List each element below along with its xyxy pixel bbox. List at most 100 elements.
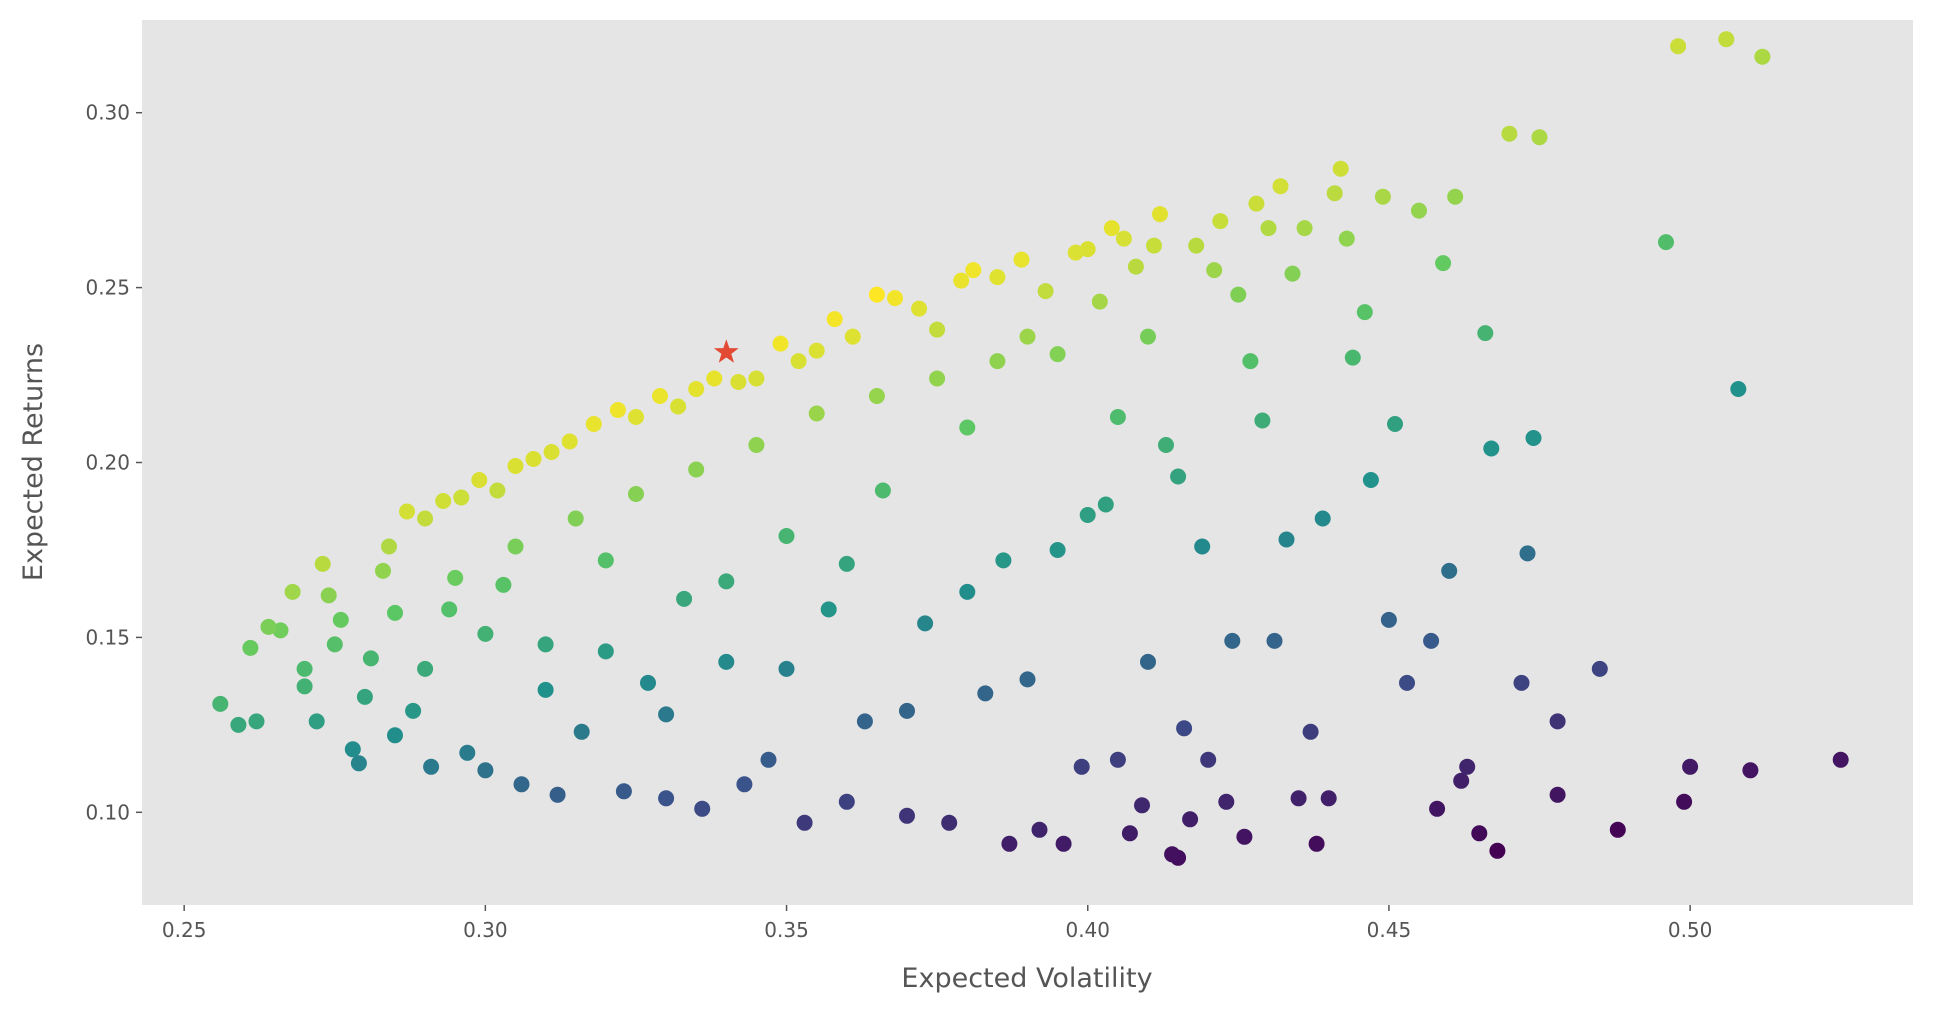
- scatter-point: [1374, 188, 1391, 205]
- scatter-point: [332, 611, 349, 628]
- scatter-point: [585, 416, 602, 432]
- scatter-point: [1399, 674, 1415, 691]
- scatter-point: [1067, 244, 1084, 261]
- scatter-point: [1073, 758, 1090, 775]
- scatter-point: [856, 713, 873, 730]
- scatter-point: [1326, 185, 1343, 202]
- scatter-point: [1134, 797, 1150, 814]
- scatter-point: [1091, 293, 1108, 310]
- scatter-point: [736, 776, 753, 793]
- scatter-point: [417, 510, 434, 527]
- scatter-point: [1254, 412, 1271, 429]
- scatter-point: [1609, 821, 1626, 838]
- scatter-point: [1200, 751, 1217, 768]
- scatter-point: [1489, 842, 1506, 859]
- x-tick-label: 0.35: [764, 918, 809, 942]
- scatter-point: [326, 636, 343, 653]
- scatter-point: [417, 660, 434, 677]
- scatter-point: [1525, 430, 1542, 446]
- star-marker: [713, 339, 739, 363]
- scatter-point: [887, 290, 903, 307]
- scatter-point: [1242, 353, 1259, 370]
- scatter-point: [1115, 230, 1132, 247]
- scatter-point: [1356, 304, 1373, 321]
- scatter-point: [1658, 234, 1674, 251]
- scatter-point: [1194, 538, 1211, 555]
- scatter-point: [350, 755, 367, 772]
- scatter-point: [561, 433, 578, 450]
- y-tick-label: 0.25: [85, 276, 130, 300]
- scatter-point: [1230, 286, 1247, 303]
- scatter-point: [874, 482, 891, 499]
- scatter-point: [772, 335, 789, 352]
- scatter-point: [1164, 846, 1181, 863]
- scatter-point: [387, 604, 403, 621]
- scatter-point: [658, 706, 675, 723]
- scatter-point: [525, 451, 542, 467]
- scatter-point: [1447, 188, 1464, 205]
- scatter-point: [1206, 262, 1223, 279]
- scatter-point: [344, 741, 361, 758]
- scatter-point: [1152, 206, 1168, 223]
- y-tick-label: 0.10: [85, 800, 130, 824]
- scatter-point: [1037, 283, 1054, 300]
- scatter-point: [513, 776, 530, 793]
- scatter-point: [1284, 265, 1301, 282]
- scatter-point: [1278, 531, 1295, 548]
- scatter-point: [868, 286, 885, 303]
- scatter-point: [760, 751, 777, 768]
- scatter-point: [941, 814, 958, 831]
- scatter-point: [995, 552, 1012, 569]
- y-axis-ticks: 0.10 0.15 0.20 0.25 0.30: [85, 101, 142, 824]
- scatter-point: [1188, 237, 1205, 254]
- scatter-point: [748, 437, 765, 453]
- scatter-point: [597, 643, 614, 660]
- scatter-point: [1176, 720, 1193, 737]
- x-tick-label: 0.45: [1367, 918, 1412, 942]
- scatter-point: [1302, 723, 1319, 740]
- optimal-portfolio-marker: [713, 339, 739, 363]
- scatter-point: [808, 405, 825, 422]
- scatter-point: [1248, 195, 1265, 212]
- scatter-point: [989, 353, 1006, 370]
- scatter-point: [1429, 800, 1446, 817]
- scatter-point: [1218, 793, 1235, 810]
- scatter-point: [1055, 835, 1072, 852]
- scatter-point: [989, 269, 1006, 286]
- scatter-point: [1676, 793, 1693, 810]
- scatter-point: [296, 660, 313, 677]
- scatter-point: [1212, 213, 1229, 230]
- scatter-point: [1109, 409, 1126, 425]
- y-tick-label: 0.30: [85, 101, 130, 125]
- scatter-point: [1411, 202, 1427, 219]
- scatter-point: [1344, 349, 1361, 366]
- scatter-point: [899, 807, 915, 824]
- scatter-point: [1477, 325, 1494, 342]
- scatter-point: [435, 493, 452, 509]
- scatter-point: [423, 758, 440, 775]
- scatter-point: [688, 461, 705, 478]
- scatter-point: [248, 713, 265, 730]
- scatter-point: [658, 790, 675, 807]
- y-axis-label: Expected Returns: [18, 343, 49, 581]
- scatter-point: [808, 342, 825, 359]
- scatter-point: [1531, 129, 1548, 146]
- scatter-point: [507, 538, 524, 555]
- scatter-point: [1127, 258, 1144, 275]
- scatter-point: [706, 370, 723, 387]
- scatter-point: [1097, 496, 1114, 513]
- scatter-point: [977, 685, 994, 702]
- scatter-point: [1387, 416, 1403, 432]
- scatter-point: [495, 576, 512, 593]
- x-axis-ticks: 0.25 0.30 0.35 0.40 0.45 0.50: [162, 905, 1712, 942]
- scatter-point: [929, 370, 946, 387]
- scatter-point: [1754, 48, 1771, 65]
- scatter-point: [1109, 751, 1126, 768]
- scatter-point: [1320, 790, 1337, 807]
- scatter-point: [838, 793, 855, 810]
- scatter-point: [1742, 762, 1759, 779]
- x-tick-label: 0.40: [1065, 918, 1110, 942]
- scatter-point: [1501, 125, 1518, 142]
- scatter-point: [1019, 328, 1036, 345]
- scatter-point: [447, 569, 464, 586]
